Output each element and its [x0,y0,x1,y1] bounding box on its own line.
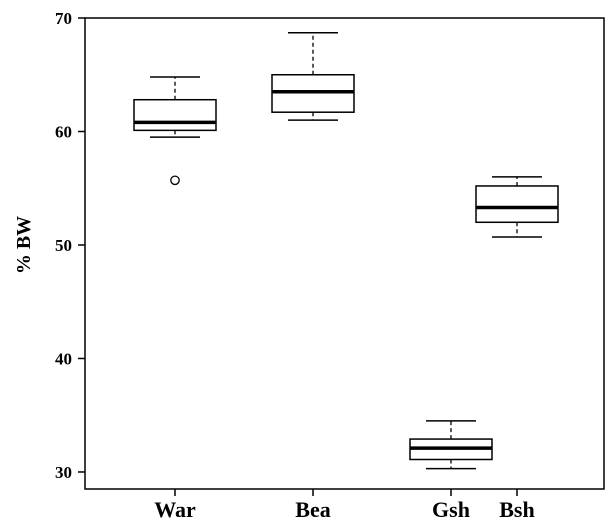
plot-frame [84,17,605,490]
x-tick-label-bea: Bea [295,497,330,522]
x-axis: War Bea Gsh Bsh [154,489,535,522]
y-axis-label: % BW [13,216,35,274]
boxes [133,32,559,470]
x-tick-label-bsh: Bsh [499,497,534,522]
x-tick-label-war: War [154,497,196,522]
y-tick-label: 70 [55,9,72,28]
interquartile-box [133,98,217,132]
box-gsh [409,420,493,470]
box-war [133,76,217,186]
y-tick-label: 60 [55,122,72,141]
y-tick-label: 40 [55,349,72,368]
y-tick-label: 30 [55,463,72,482]
x-tick-label-gsh: Gsh [432,497,470,522]
box-bsh [475,176,559,238]
interquartile-box [475,185,559,224]
outlier-point [170,175,180,186]
box-bea [271,32,355,121]
y-tick-label: 50 [55,236,72,255]
y-axis: 30 40 50 60 70 [55,9,85,482]
